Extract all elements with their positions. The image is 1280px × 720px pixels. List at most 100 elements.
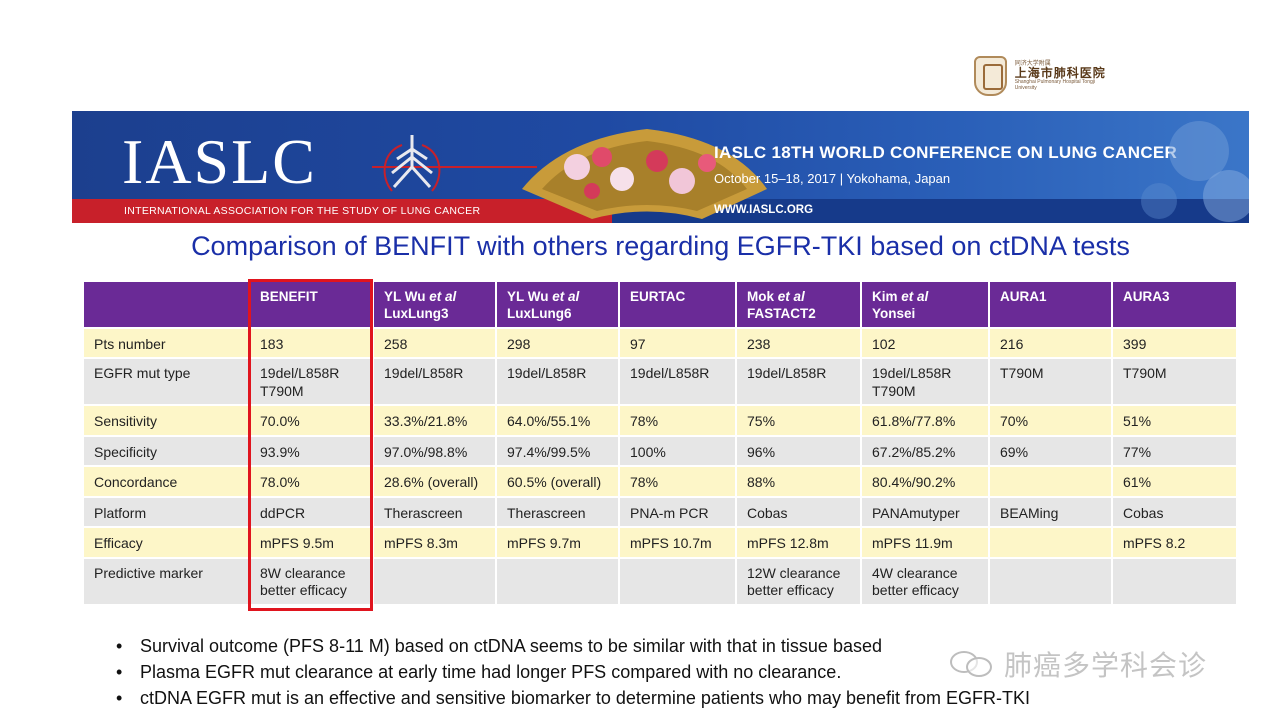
table-cell: mPFS 8.2	[1111, 526, 1238, 559]
conference-title: IASLC 18TH WORLD CONFERENCE ON LUNG CANC…	[714, 143, 1178, 162]
hospital-seal-icon	[974, 56, 1007, 96]
lung-icon	[372, 135, 537, 192]
table-cell: 19del/L858R	[495, 357, 620, 407]
table-cell	[372, 556, 497, 606]
hospital-sub: 同济大学附属	[1014, 60, 1051, 67]
table-cell: PANAmutyper	[860, 495, 990, 529]
header-italic: et al	[429, 289, 457, 304]
header-main: BENEFIT	[260, 289, 318, 304]
table-header-cell: AURA1	[988, 280, 1113, 329]
table-cell: 96%	[735, 434, 862, 468]
table-cell: 70.0%	[248, 404, 374, 437]
row-label-cell: Concordance	[82, 465, 250, 498]
conference-banner: IASLC INTERNATIONAL ASSOCIATION FOR THE …	[72, 111, 1249, 223]
table-cell: mPFS 10.7m	[618, 526, 737, 559]
bullet-item: ctDNA EGFR mut is an effective and sensi…	[116, 685, 1030, 711]
table-cell: BEAMing	[988, 495, 1113, 529]
table-cell: 238	[735, 326, 862, 360]
table-row: Sensitivity 70.0% 33.3%/21.8% 64.0%/55.1% 78…	[82, 404, 1238, 437]
table-cell: 12W clearance better efficacy	[735, 556, 862, 606]
table-cell: 93.9%	[248, 434, 374, 468]
table-cell: 100%	[618, 434, 737, 468]
table-header-row: BENEFIT YL Wu et al LuxLung3 YL Wu et al Lux…	[82, 280, 1238, 329]
chat-bubbles-icon	[950, 649, 996, 679]
table-cell: 78.0%	[248, 465, 374, 498]
hospital-name: 上海市肺科医院	[1014, 66, 1106, 81]
header-italic: et al	[777, 289, 805, 304]
table-row: Predictive marker 8W clearance better eff…	[82, 556, 1238, 606]
table-cell	[988, 526, 1113, 559]
bullet-item: Plasma EGFR mut clearance at early time …	[116, 659, 1030, 685]
table-cell: mPFS 12.8m	[735, 526, 862, 559]
table-cell: PNA-m PCR	[618, 495, 737, 529]
table-cell: 399	[1111, 326, 1238, 360]
table-row: Concordance 78.0% 28.6% (overall) 60.5% (ov…	[82, 465, 1238, 498]
header-main: AURA3	[1123, 289, 1170, 304]
table-cell	[495, 556, 620, 606]
comparison-table: BENEFIT YL Wu et al LuxLung3 YL Wu et al Lux…	[82, 280, 1238, 606]
table-cell: Cobas	[1111, 495, 1238, 529]
table-cell	[1111, 556, 1238, 606]
table-cell: T790M	[988, 357, 1113, 407]
table-cell: 8W clearance better efficacy	[248, 556, 374, 606]
table-cell: 88%	[735, 465, 862, 498]
table-row: Platform ddPCR Therascreen Therascreen PNA-m…	[82, 495, 1238, 529]
row-label-cell: Efficacy	[82, 526, 250, 559]
table-header-cell: YL Wu et al LuxLung6	[495, 280, 620, 329]
row-label-cell: Pts number	[82, 326, 250, 360]
hospital-en: Shanghai Pulmonary Hospital Tongji Unive…	[1014, 79, 1095, 91]
header-main: AURA1	[1000, 289, 1047, 304]
row-label-cell: EGFR mut type	[82, 357, 250, 407]
header-italic: et al	[901, 289, 929, 304]
header-line2: LuxLung6	[507, 305, 572, 321]
table-cell: T790M	[1111, 357, 1238, 407]
table-cell: 19del/L858R	[735, 357, 862, 407]
row-label-cell: Predictive marker	[82, 556, 250, 606]
table-cell: 61.8%/77.8%	[860, 404, 990, 437]
table-cell: 70%	[988, 404, 1113, 437]
table-cell: 19del/L858R	[618, 357, 737, 407]
iaslc-logo: IASLC	[122, 126, 317, 197]
table-cell: mPFS 11.9m	[860, 526, 990, 559]
association-name: INTERNATIONAL ASSOCIATION FOR THE STUDY …	[124, 205, 481, 217]
table-cell	[988, 465, 1113, 498]
flowers-artwork-icon	[1141, 121, 1249, 222]
table-header-cell: BENEFIT	[248, 280, 374, 329]
table-row: Efficacy mPFS 9.5m mPFS 8.3m mPFS 9.7m mPFS …	[82, 526, 1238, 559]
table-cell: 51%	[1111, 404, 1238, 437]
table-cell	[988, 556, 1113, 606]
table-cell: 19del/L858R T790M	[860, 357, 990, 407]
bullet-list: Survival outcome (PFS 8-11 M) based on c…	[116, 633, 1030, 711]
wechat-watermark: 肺癌多学科会诊	[950, 644, 1207, 684]
table-cell	[618, 556, 737, 606]
table-cell: 61%	[1111, 465, 1238, 498]
hospital-text: 同济大学附属 上海市肺科医院 Shanghai Pulmonary Hospit…	[1015, 61, 1114, 92]
header-main: Kim	[872, 289, 902, 304]
table-cell: 80.4%/90.2%	[860, 465, 990, 498]
header-main: YL Wu	[507, 289, 553, 304]
table-cell: 75%	[735, 404, 862, 437]
row-label-cell: Specificity	[82, 434, 250, 468]
table-cell: 4W clearance better efficacy	[860, 556, 990, 606]
header-line2: FASTACT2	[747, 305, 816, 321]
banner-red-strip	[72, 199, 612, 223]
table-cell: 78%	[618, 465, 737, 498]
table-cell: 102	[860, 326, 990, 360]
table-header-cell: YL Wu et al LuxLung3	[372, 280, 497, 329]
conference-date: October 15–18, 2017 | Yokohama, Japan	[714, 171, 951, 186]
fan-artwork-icon	[522, 129, 767, 219]
slide-title: Comparison of BENFIT with others regardi…	[191, 231, 1130, 261]
table-header-cell: Mok et al FASTACT2	[735, 280, 862, 329]
table-cell: 258	[372, 326, 497, 360]
conference-url: WWW.IASLC.ORG	[714, 204, 814, 216]
table-cell: 28.6% (overall)	[372, 465, 497, 498]
row-label-cell: Sensitivity	[82, 404, 250, 437]
table-cell: 77%	[1111, 434, 1238, 468]
table-cell: 97	[618, 326, 737, 360]
table-row: Pts number 183 258 298 97 238 102 216 399	[82, 326, 1238, 360]
table-cell: 19del/L858R	[372, 357, 497, 407]
watermark-text: 肺癌多学科会诊	[1004, 649, 1208, 682]
row-label-cell: Platform	[82, 495, 250, 529]
table-cell: 78%	[618, 404, 737, 437]
table-row: EGFR mut type 19del/L858R T790M 19del/L858…	[82, 357, 1238, 407]
